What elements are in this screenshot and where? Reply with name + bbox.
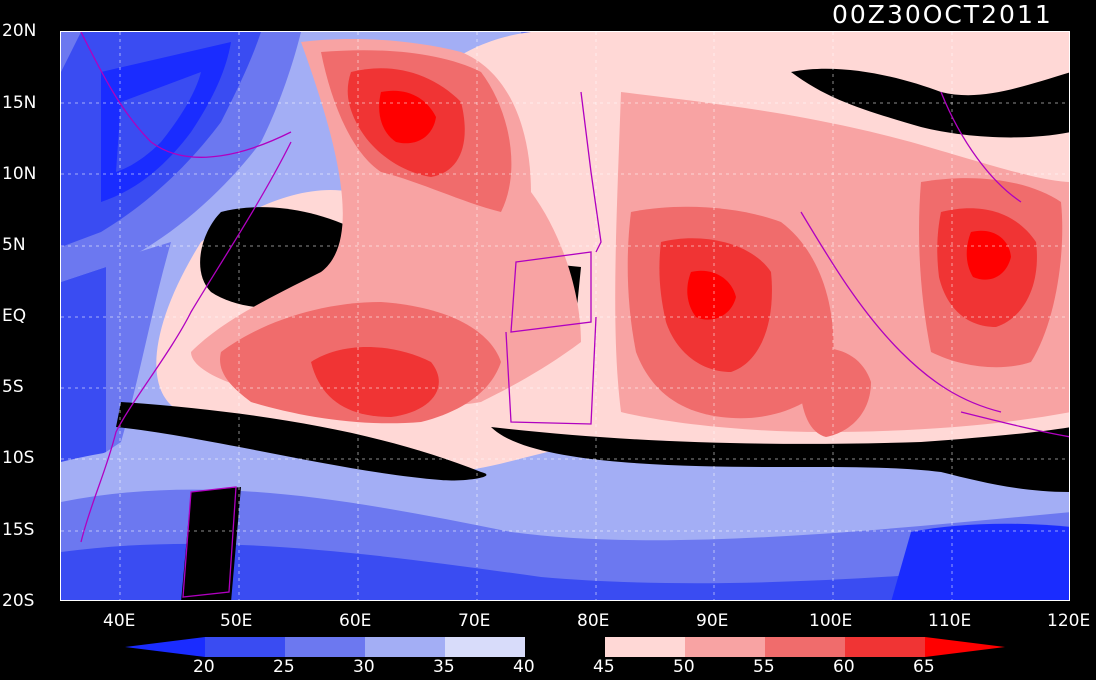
lon-label-120E: 120E (1047, 611, 1091, 631)
lat-label-15S: 15S (2, 520, 35, 540)
colorbar-label-40: 40 (513, 657, 535, 677)
colorbar-label-50: 50 (673, 657, 695, 677)
colorbar-segment (845, 637, 925, 657)
coastline-india (580, 91, 602, 253)
coastline-sumatra (800, 211, 1002, 413)
colorbar-segment (765, 637, 845, 657)
region-west-coast-light (106, 242, 171, 452)
lat-label-10N: 10N (2, 164, 37, 184)
region-black-southeast (491, 427, 1069, 492)
colorbar-arrow-low (125, 637, 205, 657)
map-plot (60, 31, 1070, 601)
colorbar-label-65: 65 (913, 657, 935, 677)
lat-label-15N: 15N (2, 93, 37, 113)
lat-label-10S: 10S (2, 448, 35, 468)
colorbar-label-35: 35 (433, 657, 455, 677)
colorbar-segment (445, 637, 525, 657)
lon-label-90E: 90E (696, 611, 729, 631)
lat-label-5N: 5N (2, 235, 26, 255)
region-south-deep (61, 543, 1069, 600)
region-black-south (116, 402, 487, 481)
coastlines (80, 32, 1069, 598)
region-core-peak2 (687, 270, 736, 320)
colorbar-label-20: 20 (193, 657, 215, 677)
coastline-chagos (510, 251, 592, 333)
coastline-madagascar (182, 486, 237, 598)
map-canvas (61, 32, 1069, 600)
colorbar-label-60: 60 (833, 657, 855, 677)
lon-label-40E: 40E (103, 611, 136, 631)
lon-label-50E: 50E (220, 611, 253, 631)
lon-label-100E: 100E (809, 611, 853, 631)
colorbar-label-45: 45 (593, 657, 615, 677)
region-black-madagascar (181, 487, 241, 600)
lat-label-EQ: EQ (2, 306, 27, 326)
region-core-peak3 (966, 230, 1011, 280)
lon-label-70E: 70E (458, 611, 491, 631)
coastline-box (505, 316, 597, 425)
colorbar-segment (205, 637, 285, 657)
region-core-peak1 (379, 90, 436, 144)
region-band-55-se (799, 348, 871, 437)
lat-label-5S: 5S (2, 377, 24, 397)
colorbar-segment (685, 637, 765, 657)
coastline-arabia (80, 32, 292, 158)
lon-label-60E: 60E (339, 611, 372, 631)
lat-label-20N: 20N (2, 21, 37, 41)
colorbar-label-25: 25 (273, 657, 295, 677)
colorbar-segment (285, 637, 365, 657)
lon-label-80E: 80E (577, 611, 610, 631)
timestamp-label: 00Z30OCT2011 (832, 0, 1053, 29)
coastline-africa (80, 141, 292, 543)
colorbar-segment (605, 637, 685, 657)
colorbar-arrow-high (925, 637, 1005, 657)
colorbar-segment (365, 637, 445, 657)
colorbar (125, 637, 1005, 657)
colorbar-segment (525, 637, 605, 657)
region-nw-core (116, 72, 201, 172)
colorbar-label-55: 55 (753, 657, 775, 677)
gridlines (61, 32, 1069, 600)
colorbar-label-30: 30 (353, 657, 375, 677)
lat-label-20S: 20S (2, 591, 35, 611)
lon-label-110E: 110E (928, 611, 972, 631)
coastline-borneo (940, 91, 1022, 203)
coastline-east-islands (960, 411, 1069, 438)
region-core-sw (311, 347, 439, 417)
region-se-deepblue (891, 523, 1069, 600)
